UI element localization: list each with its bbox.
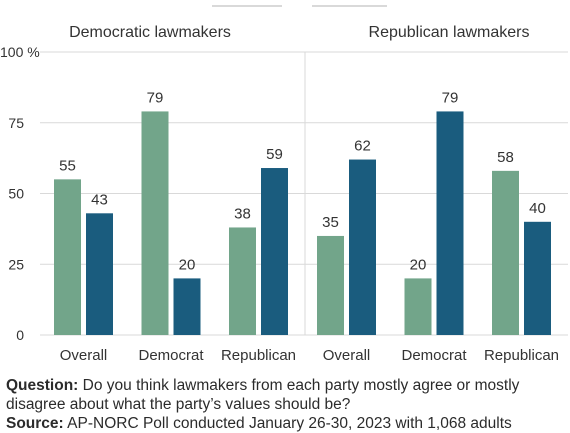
data-label: 20	[179, 256, 196, 273]
legend-strip-cropped	[0, 0, 570, 8]
data-label: 38	[234, 205, 251, 222]
data-label: 55	[59, 157, 76, 174]
chart-panels: Democratic lawmakers 55 43 Overall 79 20 Democ…	[54, 24, 559, 364]
source-note: Source: AP-NORC Poll conducted January 2…	[6, 414, 566, 433]
bar-republicans	[436, 111, 464, 336]
question-label: Question:	[6, 377, 79, 394]
x-category-label: Overall	[60, 347, 108, 364]
bar-democrats	[404, 278, 432, 335]
bar-republicans	[524, 221, 551, 335]
y-axis: 0 25 50 75 100 %	[0, 44, 40, 343]
bar-democrats	[317, 235, 344, 335]
bar-democrats	[492, 170, 519, 335]
y-tick-label: 25	[8, 256, 24, 272]
y-tick-label: 50	[8, 186, 24, 202]
data-label: 59	[266, 146, 283, 163]
panel-title: Republican lawmakers	[369, 24, 530, 41]
data-label: 58	[497, 149, 514, 166]
bar-republicans	[349, 159, 376, 335]
y-tick-label: 100 %	[0, 44, 40, 60]
question-note: Question: Do you think lawmakers from ea…	[6, 376, 566, 414]
panel-title: Democratic lawmakers	[69, 24, 231, 41]
x-category-label: Overall	[323, 347, 371, 364]
y-tick-label: 0	[16, 327, 24, 343]
panel-2: Republican lawmakers 35 62 Overall 20 79 Democ…	[317, 24, 559, 364]
bar-republicans	[261, 168, 288, 335]
data-label: 79	[442, 89, 459, 106]
bar-democrats	[229, 227, 256, 335]
data-label: 43	[91, 191, 108, 208]
bar-democrats	[141, 111, 169, 336]
bar-republicans	[86, 213, 113, 335]
y-tick-label: 75	[8, 115, 24, 131]
x-category-label: Republican	[221, 347, 296, 364]
x-category-label: Democrat	[138, 347, 204, 364]
data-label: 35	[322, 214, 339, 231]
grouped-bar-chart: 0 25 50 75 100 % Democratic lawmakers 55 43 Ove…	[0, 24, 568, 364]
bar-republicans	[173, 278, 201, 335]
panel-1: Democratic lawmakers 55 43 Overall 79 20 Democ…	[54, 24, 296, 364]
bar-democrats	[54, 179, 81, 335]
x-category-label: Republican	[484, 347, 559, 364]
question-text: Do you think lawmakers from each party m…	[6, 377, 520, 413]
source-label: Source:	[6, 415, 64, 432]
data-label: 20	[410, 256, 427, 273]
source-text: AP-NORC Poll conducted January 26-30, 20…	[67, 415, 512, 432]
chart-notes: Question: Do you think lawmakers from ea…	[6, 376, 566, 433]
x-category-label: Democrat	[401, 347, 467, 364]
gridlines	[40, 51, 568, 336]
data-label: 79	[147, 89, 164, 106]
data-label: 40	[529, 200, 546, 217]
data-label: 62	[354, 138, 371, 155]
